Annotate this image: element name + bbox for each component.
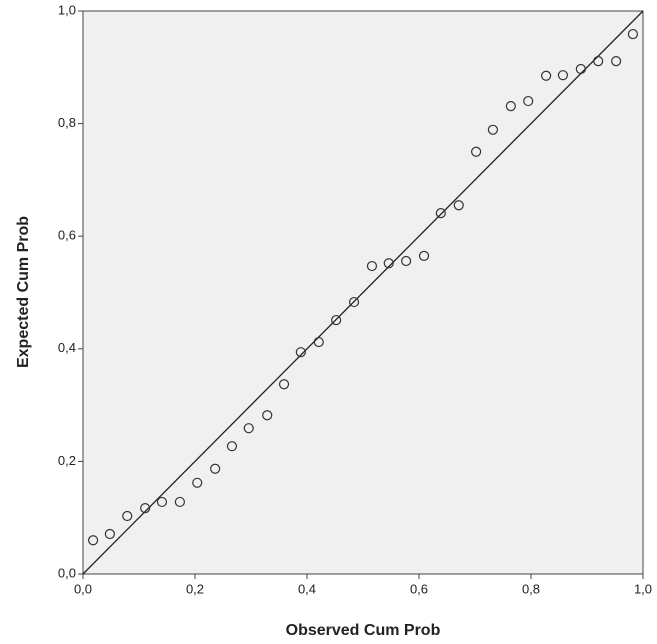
x-tick-label: 0,0 xyxy=(74,581,92,596)
x-tick-label: 0,6 xyxy=(410,581,428,596)
y-tick-label: 0,4 xyxy=(58,340,76,355)
x-axis-title: Observed Cum Prob xyxy=(286,622,441,639)
x-tick-label: 0,2 xyxy=(186,581,204,596)
y-tick-label: 0,8 xyxy=(58,115,76,130)
y-tick-label: 1,0 xyxy=(58,2,76,17)
x-tick-label: 0,4 xyxy=(298,581,316,596)
chart: Observed Cum Prob Expected Cum Prob 0,00… xyxy=(0,0,657,644)
y-axis-title: Expected Cum Prob xyxy=(15,216,32,368)
y-tick-label: 0,0 xyxy=(58,565,76,580)
x-tick-label: 0,8 xyxy=(522,581,540,596)
y-tick-label: 0,6 xyxy=(58,228,76,243)
x-tick-label: 1,0 xyxy=(634,581,652,596)
y-tick-label: 0,2 xyxy=(58,453,76,468)
